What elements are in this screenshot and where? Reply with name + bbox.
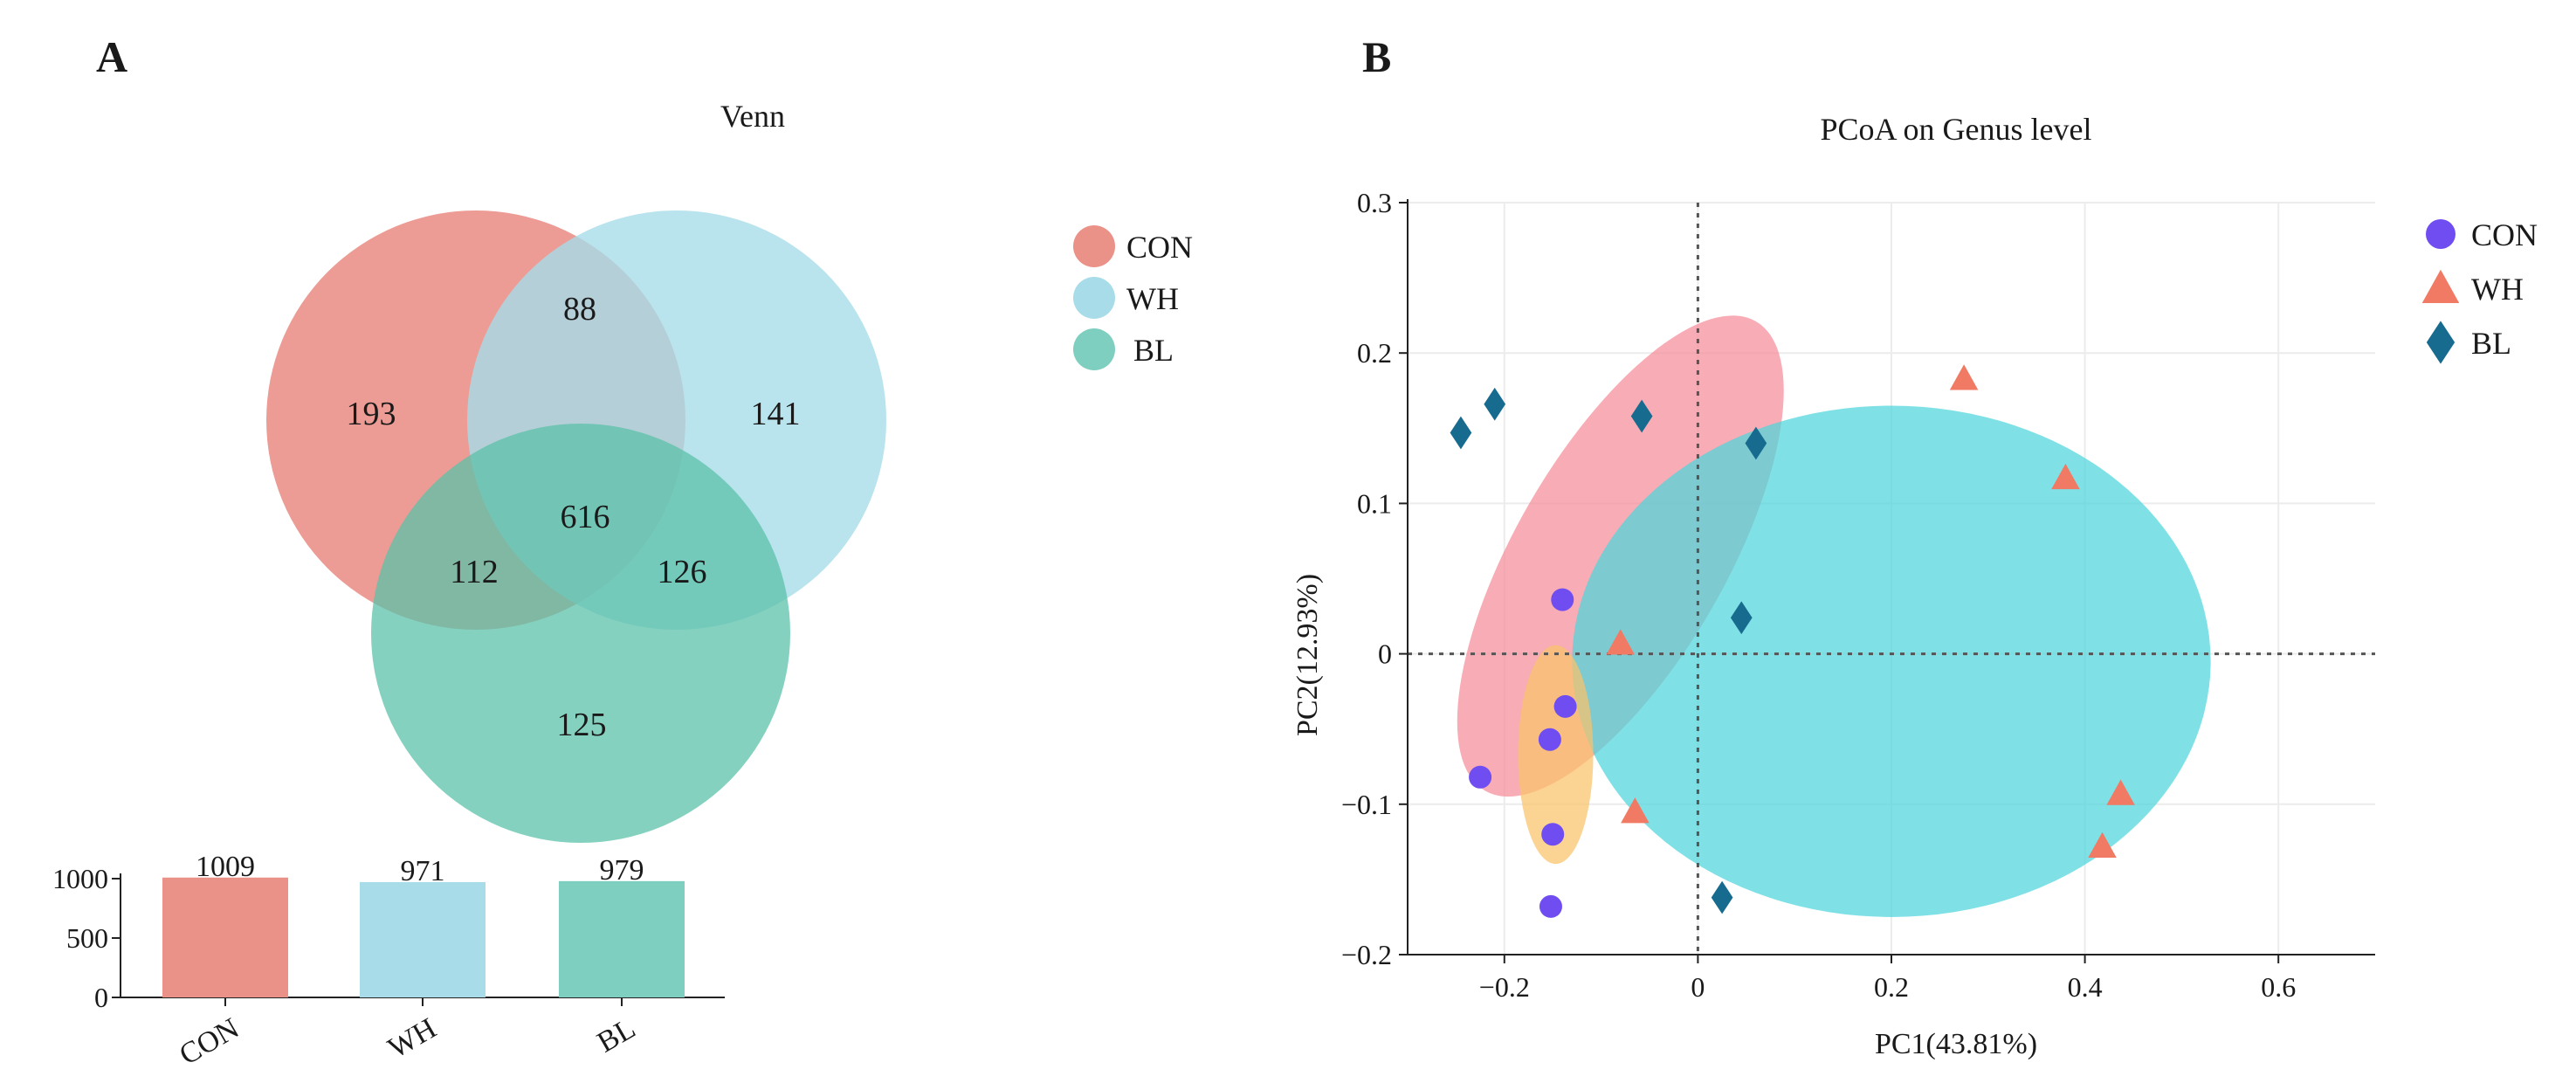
legend-label-con: CON <box>2471 217 2538 252</box>
pcoa-legend: CON WH BL <box>2421 217 2538 364</box>
pcoa-x-tick-label: 0.2 <box>1874 971 1909 1003</box>
bar-y-tick-label: 500 <box>66 922 108 954</box>
point-bl <box>1630 399 1653 433</box>
bar-wh <box>360 881 486 997</box>
venn-count-bl-only: 125 <box>557 707 607 743</box>
pcoa-ellipses <box>1457 315 2211 917</box>
pcoa-x-axis-title: PC1(43.81%) <box>1875 1028 2037 1060</box>
point-bl <box>1450 416 1472 450</box>
bar-y-tick-label: 1000 <box>52 863 108 894</box>
bar-value-label: 979 <box>600 854 644 886</box>
pcoa-y-tick-label: 0.2 <box>1357 337 1392 369</box>
point-wh <box>1621 797 1650 824</box>
legend-label-wh: WH <box>1126 281 1179 316</box>
legend-swatch-con <box>1073 225 1115 267</box>
venn-count-con-wh: 88 <box>563 291 596 328</box>
pcoa-title: PCoA on Genus level <box>1821 112 2092 147</box>
pcoa-x-tick-label: 0.4 <box>2068 971 2103 1003</box>
legend-marker-wh <box>2421 269 2460 303</box>
set-size-bar-chart: 0 500 1000 1009 CON 971 WH 979 BL <box>52 851 725 1072</box>
venn-legend: CON WH BL <box>1073 225 1193 370</box>
venn-title: Venn <box>720 99 785 134</box>
legend-swatch-wh <box>1073 277 1115 319</box>
venn-count-all: 616 <box>561 499 610 535</box>
venn-count-wh-only: 141 <box>751 396 801 432</box>
venn-count-con-bl: 112 <box>450 554 499 590</box>
point-bl <box>1745 426 1767 460</box>
legend-label-bl: BL <box>1133 333 1174 368</box>
legend-label-bl: BL <box>2471 326 2511 361</box>
legend-marker-bl <box>2426 321 2455 364</box>
point-con <box>1553 694 1577 718</box>
pcoa-y-tick-label: −0.1 <box>1341 789 1392 820</box>
pcoa-axes: −0.2 0 0.2 0.4 0.6 −0.2 −0.1 0 0.1 0.2 0.3 <box>1341 187 2375 1003</box>
bar-value-label: 971 <box>401 855 445 887</box>
pcoa-scatter-chart: −0.2 0 0.2 0.4 0.6 −0.2 −0.1 0 0.1 0.2 0.3 <box>1341 187 2375 1003</box>
confidence-ellipse-wh <box>1572 405 2211 917</box>
bar-x-tick-label: BL <box>592 1012 641 1059</box>
pcoa-y-tick-label: −0.2 <box>1341 939 1392 970</box>
bar-x-tick-label: CON <box>174 1012 245 1072</box>
venn-count-con-only: 193 <box>347 396 396 432</box>
venn-count-wh-bl: 126 <box>658 554 707 590</box>
pcoa-points <box>1450 364 2135 918</box>
legend-marker-con <box>2426 219 2455 249</box>
legend-label-wh: WH <box>2471 272 2524 307</box>
pcoa-x-tick-label: 0.6 <box>2261 971 2296 1003</box>
bar-bl <box>559 880 685 997</box>
pcoa-y-axis-title: PC2(12.93%) <box>1291 574 1324 736</box>
point-con <box>1551 588 1574 611</box>
legend-swatch-bl <box>1073 328 1115 370</box>
pcoa-y-tick-label: 0 <box>1378 638 1392 670</box>
pcoa-reference-lines <box>1408 203 2375 955</box>
bar-x-tick-label: WH <box>382 1012 442 1065</box>
point-con <box>1538 728 1561 751</box>
pcoa-x-tick-label: 0 <box>1691 971 1705 1003</box>
panel-a-label: A <box>96 32 127 81</box>
pcoa-y-tick-label: 0.3 <box>1357 187 1392 218</box>
bar-value-label: 1009 <box>196 851 255 883</box>
point-con <box>1541 823 1565 846</box>
bar-con <box>162 877 288 997</box>
point-wh <box>2051 463 2080 490</box>
legend-label-con: CON <box>1126 230 1193 265</box>
point-bl <box>1711 880 1733 914</box>
point-con <box>1539 894 1562 918</box>
point-con <box>1469 765 1492 789</box>
point-bl <box>1484 387 1506 421</box>
pcoa-x-tick-label: −0.2 <box>1479 971 1530 1003</box>
point-wh <box>1949 364 1979 390</box>
venn-circle-bl <box>371 424 790 843</box>
point-wh <box>1606 629 1636 655</box>
pcoa-y-tick-label: 0.1 <box>1357 487 1392 519</box>
point-wh <box>2088 831 2117 859</box>
bar-y-tick-label: 0 <box>94 982 108 1013</box>
panel-b-label: B <box>1362 32 1391 81</box>
point-bl <box>1730 601 1753 635</box>
point-wh <box>2106 779 2135 805</box>
